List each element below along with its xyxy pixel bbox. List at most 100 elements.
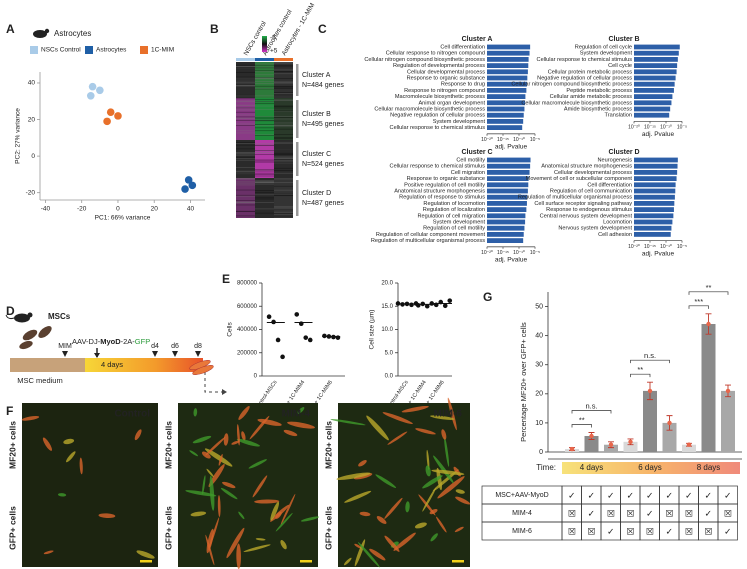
y-tick-label: 200000 [237,350,258,356]
bar [487,50,530,56]
x-tick-label: 10⁻¹⁵ [497,137,509,143]
cell [206,468,214,478]
heatmap-noise [274,77,293,79]
row-label: MIM-4 [512,510,532,517]
duration: 4 days [101,360,123,369]
mouse-icon [44,28,50,34]
panel-title: Cluster C [461,149,492,156]
row-label: GFP+ cells [163,506,173,550]
table-symbol: ✓ [626,490,634,500]
cell [454,526,464,533]
mean-dot [647,388,653,394]
category-label: Cellular nitrogen compound biosynthetic … [511,82,632,88]
heatmap-noise [236,120,255,121]
heatmap-noise [255,152,274,154]
heatmap-noise [236,167,255,168]
heatmap-noise [236,79,255,80]
heatmap-noise [274,214,293,216]
category-label: Macromolecule biosynthetic process [395,94,485,100]
heatmap-noise [255,194,274,196]
heatmap-noise [236,178,255,180]
heatmap-noise [236,178,255,179]
heatmap-noise [255,99,274,101]
category-label: Cell adhesion [598,232,632,238]
heatmap-noise [274,161,293,162]
significance-bracket [571,410,612,414]
bar [634,194,675,200]
significance-label: *** [694,297,703,306]
heatmap-noise [274,134,293,135]
category-label: Cell differentiation [440,44,485,50]
heatmap-noise [255,119,274,121]
panel-title: Cluster B [608,36,639,43]
category-label: Translation [605,113,632,119]
heatmap-noise [274,110,293,112]
heatmap-noise [255,195,274,197]
bar [634,94,673,99]
cell [422,487,437,512]
category-label: Cell cycle [608,63,632,69]
heatmap-noise [255,105,274,107]
heatmap-noise [236,154,255,156]
heatmap-noise [255,108,274,110]
group-label: 4 days [580,463,604,472]
table-symbol: ✓ [587,490,595,500]
category-label: Cellular amide metabolic process [550,94,633,100]
bar [487,119,524,124]
x-tick-label: 10⁻⁵ [677,244,687,250]
cluster-bar [296,180,299,216]
significance-bracket [571,424,592,428]
heatmap-block [255,140,274,178]
heatmap-noise [255,172,274,174]
cluster-name: Cluster C [302,151,331,158]
row-label: MF20+ cells [163,421,173,469]
heatmap-noise [236,77,255,79]
cell [422,475,443,489]
heatmap-noise [236,123,255,125]
heatmap-noise [236,152,255,154]
category-label: Cellular response to chemical stimulus [390,164,486,170]
column-header [236,58,255,61]
category-label: Regulation of multicellular organismal p… [371,238,485,244]
heatmap-noise [274,71,293,73]
category-label: Cellular response to chemical stimulus [390,125,486,131]
table-symbol: ✓ [646,508,654,518]
heatmap-noise [236,159,255,161]
heatmap-noise [236,152,255,154]
heatmap-noise [274,161,293,163]
time-strip [562,462,740,474]
cell [375,474,397,488]
x-tick-label: 10⁻⁵ [530,137,540,143]
data-point [447,298,453,303]
data-point [331,334,336,340]
heatmap-noise [255,77,274,79]
cell [444,436,450,467]
heatmap-noise [274,71,293,73]
heatmap-noise [236,94,255,96]
cell [343,557,352,566]
mean-dot [667,420,672,426]
scale-bar [300,560,312,563]
heatmap-noise [274,82,293,84]
category-label: Locomotion [603,219,632,225]
heatmap-noise [255,81,274,82]
heatmap-noise [255,127,274,129]
cell [430,415,455,420]
table-symbol: ✓ [665,490,673,500]
heatmap-noise [274,128,293,130]
significance-label: ** [637,365,643,374]
x-tick-label: 10⁻⁵ [530,250,540,256]
heatmap-noise [274,172,293,174]
category-label: Regulation of cell migration [418,213,485,219]
heatmap-noise [236,204,255,206]
bar [604,444,618,452]
data-point [307,337,313,343]
heatmap-noise [255,151,274,153]
category-label: Cellular macromolecule biosynthetic proc… [374,106,485,112]
heatmap-noise [255,77,274,79]
significance-label: ** [579,415,585,424]
table-symbol: ☒ [568,526,576,536]
cell [436,516,447,533]
mean-dot [628,439,633,445]
